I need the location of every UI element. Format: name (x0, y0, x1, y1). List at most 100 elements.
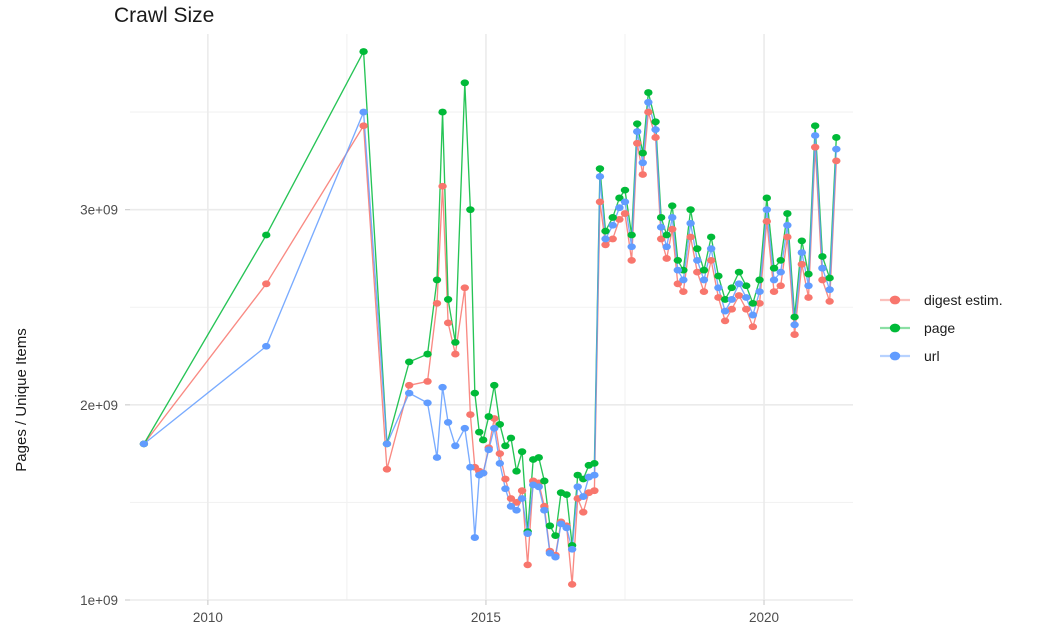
data-point (748, 323, 758, 331)
data-point (501, 442, 510, 450)
data-point (644, 108, 653, 116)
data-point (686, 206, 695, 214)
data-point (668, 214, 677, 221)
data-point (673, 257, 683, 264)
legend-key-point (889, 351, 901, 361)
legend-item[interactable]: digest estim. (880, 292, 1003, 308)
data-point (734, 292, 744, 299)
data-point (790, 313, 799, 321)
data-point (512, 467, 521, 475)
data-point (540, 477, 549, 485)
data-point (382, 465, 392, 473)
data-point (451, 338, 460, 346)
data-point (466, 411, 475, 418)
data-point (769, 264, 779, 272)
data-point (567, 545, 577, 553)
data-point (832, 145, 841, 153)
data-point (644, 98, 653, 106)
series-line (143, 101, 837, 558)
data-point (359, 108, 368, 116)
data-point (755, 276, 764, 284)
data-point (776, 268, 785, 276)
data-point (699, 266, 709, 274)
data-point (495, 459, 505, 467)
x-tick-label: 2020 (749, 610, 779, 625)
data-point (797, 249, 807, 256)
data-point (512, 499, 521, 506)
data-point (762, 206, 771, 214)
data-point (404, 381, 414, 389)
data-point (832, 134, 841, 141)
data-point (139, 440, 149, 448)
data-point (810, 143, 820, 151)
data-point (551, 532, 560, 539)
data-point (512, 506, 521, 514)
data-point (601, 235, 610, 243)
data-point (615, 216, 624, 223)
data-point (755, 299, 764, 307)
data-point (506, 502, 516, 510)
data-point (475, 428, 484, 436)
legend-item[interactable]: url (880, 348, 940, 364)
minor-gridlines (130, 34, 853, 600)
data-point (638, 159, 647, 167)
data-point (627, 231, 636, 239)
data-point (769, 288, 779, 296)
data-point (720, 296, 730, 303)
data-point (490, 381, 499, 389)
data-point (495, 450, 505, 458)
data-point (742, 294, 751, 301)
data-point (579, 493, 588, 500)
data-point (451, 442, 460, 450)
data-point (776, 282, 785, 290)
data-point (651, 134, 660, 141)
data-point (783, 221, 792, 229)
data-point (734, 280, 744, 288)
data-point (627, 257, 636, 264)
y-tick-label: 1e+09 (80, 593, 118, 608)
legend: digest estim. page url (880, 292, 1003, 364)
data-point (783, 210, 792, 217)
series-url (143, 101, 837, 558)
axis-tick-marks (125, 209, 765, 605)
data-point (608, 214, 617, 221)
data-point (443, 319, 453, 327)
major-gridlines (130, 34, 853, 601)
data-point (797, 237, 807, 245)
data-point (656, 235, 666, 243)
data-point (783, 233, 792, 241)
data-point (776, 257, 785, 264)
data-point (495, 420, 505, 428)
data-point (804, 270, 813, 278)
data-point (359, 48, 368, 55)
data-point (727, 296, 736, 303)
data-point (517, 495, 527, 502)
data-point (790, 331, 799, 338)
data-point (590, 459, 599, 467)
data-point (423, 378, 432, 385)
legend-item-label: url (924, 348, 940, 364)
data-point (506, 495, 516, 502)
data-point (620, 186, 630, 194)
data-point (460, 424, 469, 432)
data-point (470, 534, 480, 541)
data-point (534, 454, 543, 461)
data-point (818, 264, 827, 272)
data-point (633, 139, 642, 147)
legend-item[interactable]: page (880, 320, 955, 336)
data-point (762, 217, 771, 225)
data-point (567, 580, 577, 588)
data-point (679, 276, 688, 284)
data-point (460, 284, 469, 292)
points-digest-estim- (139, 108, 841, 588)
data-point (810, 122, 820, 130)
data-point (534, 483, 543, 491)
data-point (627, 243, 636, 251)
data-point (423, 350, 432, 358)
data-point (651, 126, 660, 134)
data-point (443, 296, 453, 303)
data-point (748, 299, 758, 307)
data-point (432, 454, 442, 461)
data-point (460, 79, 469, 87)
data-point (686, 219, 695, 227)
